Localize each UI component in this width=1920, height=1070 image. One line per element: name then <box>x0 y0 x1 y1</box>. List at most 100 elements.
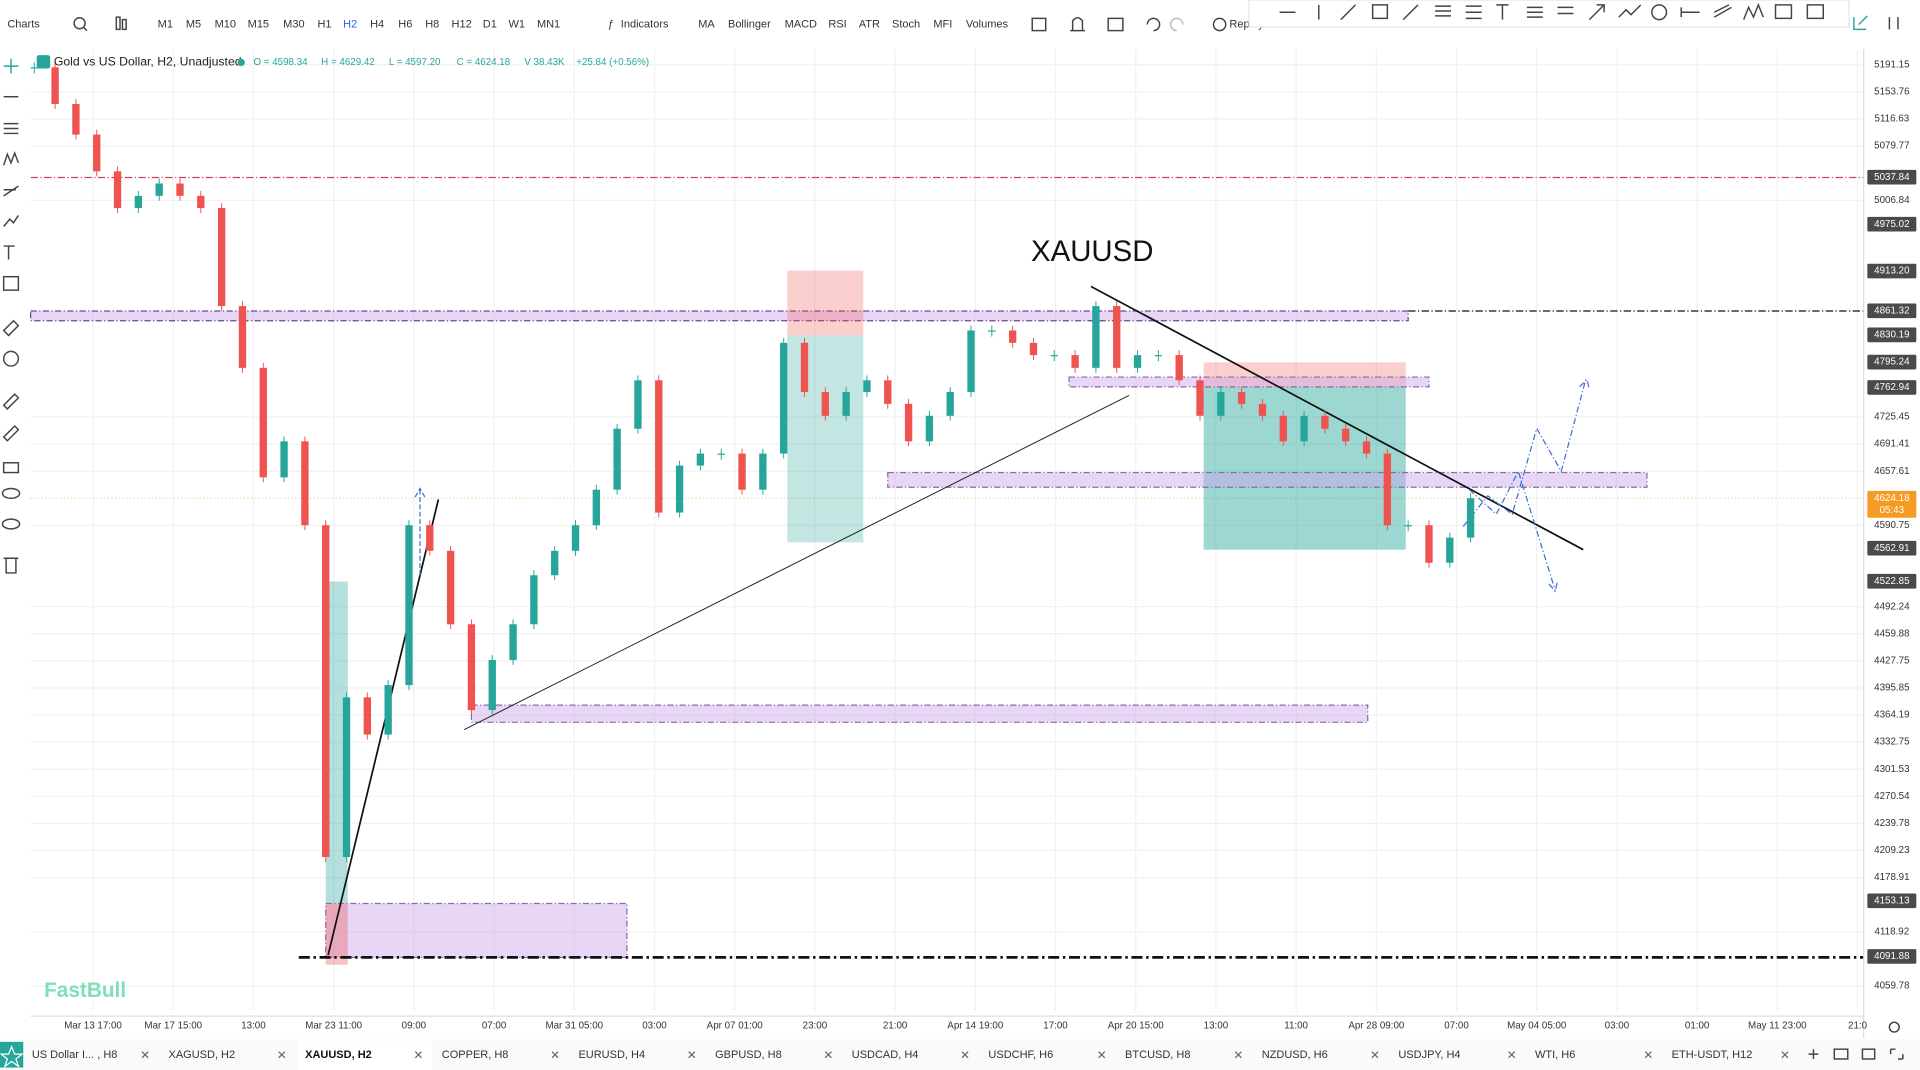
tool-icon[interactable] <box>1 518 21 530</box>
tool-icon[interactable] <box>1465 5 1482 20</box>
tool-icon[interactable] <box>1713 4 1732 18</box>
tab-close[interactable] <box>1644 1051 1652 1059</box>
left-toolbar <box>1 58 21 574</box>
tool-icon[interactable] <box>1435 5 1452 17</box>
timeframe[interactable]: D1 <box>483 18 497 30</box>
tab-close[interactable] <box>141 1051 149 1059</box>
tab[interactable]: USDJPY, H4 <box>1398 1049 1460 1061</box>
tool-icon[interactable] <box>1651 4 1668 21</box>
tool-icon[interactable] <box>3 245 15 260</box>
tool-icon[interactable] <box>1774 4 1793 20</box>
replay-icon[interactable] <box>1212 17 1227 32</box>
candle-type-icon[interactable] <box>115 16 121 31</box>
tab[interactable]: NZDUSD, H6 <box>1262 1049 1328 1061</box>
x-tick-label: 13:00 <box>1204 1021 1229 1032</box>
tool-icon[interactable] <box>1557 6 1574 15</box>
timeframe[interactable]: M5 <box>186 18 201 30</box>
tool-icon[interactable] <box>3 58 19 74</box>
tool-icon[interactable] <box>1402 4 1419 21</box>
tool-icon[interactable] <box>3 122 19 135</box>
tool-icon[interactable] <box>3 557 19 574</box>
search-icon[interactable] <box>73 17 86 30</box>
timeframe[interactable]: H1 <box>317 18 331 30</box>
calendar-icon[interactable] <box>1107 17 1124 32</box>
tab[interactable]: XAGUSD, H2 <box>168 1049 235 1061</box>
tab[interactable]: XAUUSD, H2 <box>305 1049 372 1061</box>
timeframe[interactable]: H12 <box>452 18 472 30</box>
tool-icon[interactable] <box>2 150 20 166</box>
panel-icon[interactable] <box>1888 17 1899 30</box>
tab[interactable]: WTI, H6 <box>1535 1049 1575 1061</box>
alert-icon[interactable] <box>1070 17 1085 32</box>
tab-close[interactable] <box>1508 1051 1516 1059</box>
indicators-menu[interactable]: Indicators <box>621 18 669 30</box>
timeframe[interactable]: H4 <box>370 18 384 30</box>
timeframe[interactable]: MN1 <box>537 18 560 30</box>
tab[interactable]: BTCUSD, H8 <box>1125 1049 1190 1061</box>
tool-icon[interactable] <box>2 462 20 474</box>
timeframe[interactable]: H6 <box>398 18 412 30</box>
timeframe[interactable]: M30 <box>283 18 304 30</box>
tool-icon[interactable] <box>1526 6 1543 18</box>
add-tab[interactable] <box>1808 1049 1819 1059</box>
tab-close[interactable] <box>824 1051 832 1059</box>
window-icon[interactable] <box>1861 1048 1876 1060</box>
redo-icon[interactable] <box>1169 17 1184 32</box>
tool-icon[interactable] <box>3 215 19 227</box>
tab[interactable]: ETH-USDT, H12 <box>1672 1049 1753 1061</box>
timeframe[interactable]: H8 <box>425 18 439 30</box>
timeframe[interactable]: M1 <box>158 18 173 30</box>
tool-icon[interactable] <box>3 185 19 197</box>
tool-icon[interactable] <box>1806 4 1824 20</box>
layout-icon[interactable] <box>1833 1048 1849 1060</box>
tool-icon[interactable] <box>2 275 20 291</box>
tool-icon[interactable] <box>1 487 21 500</box>
replay-button[interactable]: Replay <box>1229 18 1264 30</box>
study[interactable]: Bollinger <box>728 18 771 30</box>
tab-close[interactable] <box>551 1051 559 1059</box>
tool-icon[interactable] <box>1588 4 1605 21</box>
study[interactable]: ATR <box>859 18 880 30</box>
timeframe[interactable]: H2 <box>343 18 357 30</box>
settings-icon[interactable] <box>1888 1021 1900 1033</box>
study[interactable]: MACD <box>785 18 817 30</box>
tab-close[interactable] <box>1781 1051 1789 1059</box>
tool-icon[interactable] <box>1340 4 1357 21</box>
layout-icon[interactable] <box>1031 17 1047 32</box>
study[interactable]: MFI <box>933 18 952 30</box>
tab[interactable]: USDCAD, H4 <box>852 1049 919 1061</box>
tab-close[interactable] <box>1098 1051 1106 1059</box>
timeframe[interactable]: W1 <box>508 18 525 30</box>
tab[interactable]: COPPER, H8 <box>442 1049 509 1061</box>
study[interactable]: MA <box>698 18 715 30</box>
study[interactable]: RSI <box>828 18 846 30</box>
tab[interactable]: GBPUSD, H8 <box>715 1049 782 1061</box>
tool-icon[interactable] <box>1496 4 1509 20</box>
fullscreen-icon[interactable] <box>1889 1048 1904 1060</box>
tab-close[interactable] <box>1371 1051 1379 1059</box>
favorites-button[interactable] <box>0 1041 24 1068</box>
tool-icon[interactable] <box>2 319 20 337</box>
tab[interactable]: USDCHF, H6 <box>988 1049 1053 1061</box>
timeframe[interactable]: M10 <box>215 18 236 30</box>
share-icon[interactable] <box>1853 15 1868 31</box>
tab-close[interactable] <box>961 1051 969 1059</box>
charts-menu[interactable]: Charts <box>7 18 40 30</box>
tab-close[interactable] <box>1234 1051 1242 1059</box>
tab-close[interactable] <box>688 1051 696 1059</box>
undo-icon[interactable] <box>1146 17 1161 32</box>
study[interactable]: Stoch <box>892 18 920 30</box>
timeframe[interactable]: M15 <box>248 18 269 30</box>
tab-close[interactable] <box>414 1051 422 1059</box>
tool-icon[interactable] <box>1618 4 1642 18</box>
tab-close[interactable] <box>278 1051 286 1059</box>
tool-icon[interactable] <box>2 425 20 442</box>
tool-icon[interactable] <box>2 393 20 410</box>
study[interactable]: Volumes <box>966 18 1009 30</box>
tool-icon[interactable] <box>1742 2 1764 20</box>
tool-icon[interactable] <box>1680 7 1700 18</box>
tab[interactable]: US Dollar I... , H8 <box>32 1049 118 1061</box>
tool-icon[interactable] <box>2 350 20 367</box>
tool-icon[interactable] <box>1371 4 1389 20</box>
tab[interactable]: EURUSD, H4 <box>578 1049 645 1061</box>
